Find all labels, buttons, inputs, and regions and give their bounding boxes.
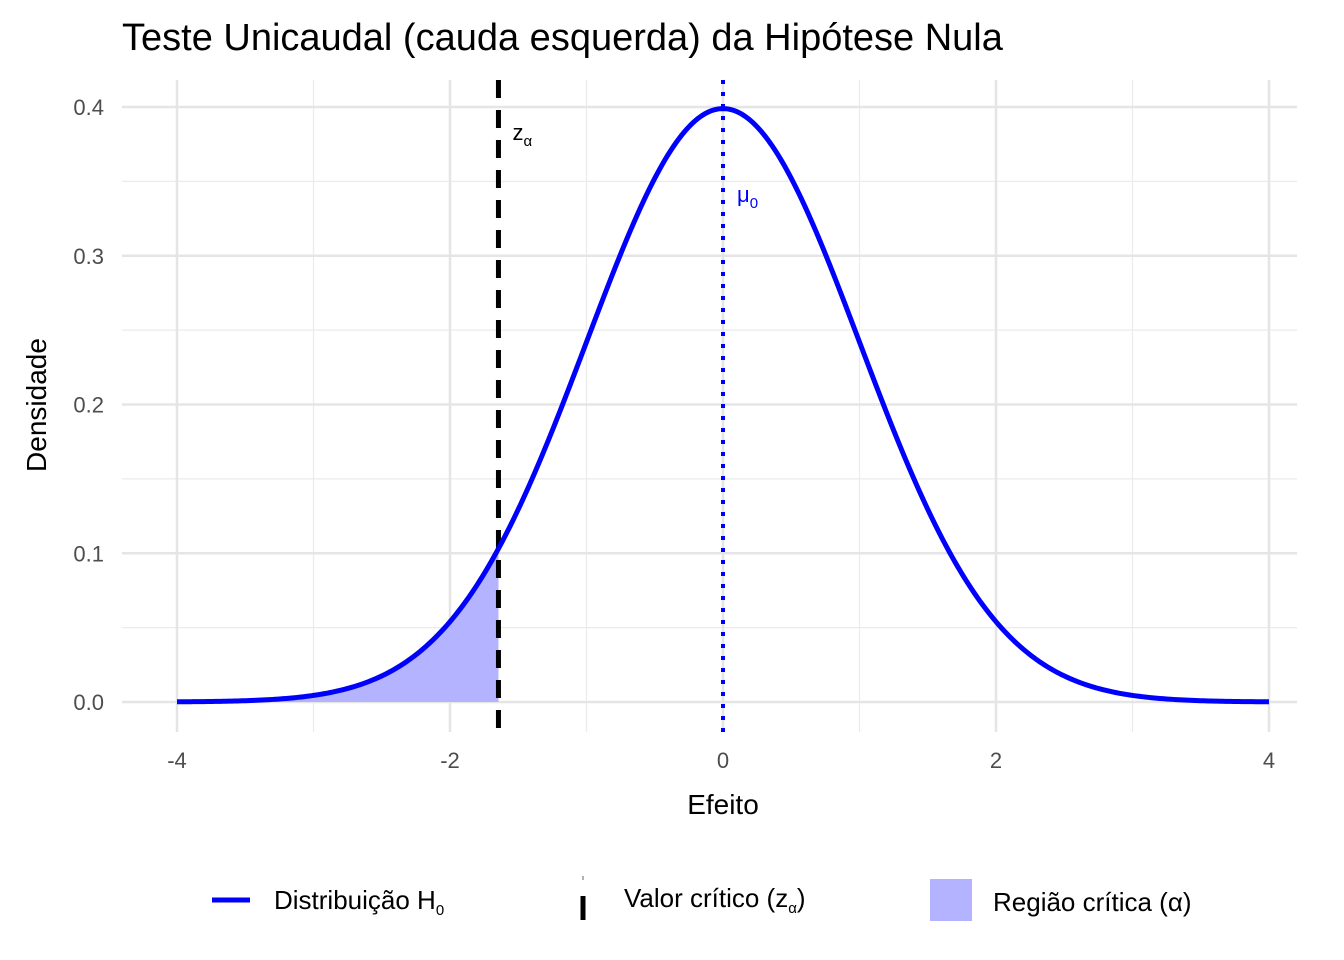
density-curve-h0 [176,106,1270,705]
y-axis-label: Densidade [21,338,52,472]
legend-label-critical-region: Região crítica (α) [993,887,1192,917]
legend: Distribuição H0 Valor crítico (zα) Região … [212,876,1192,921]
critical-region [177,548,499,702]
y-axis-ticks: 0.0 0.1 0.2 0.3 0.4 [73,95,104,715]
critical-region-layer [177,548,499,702]
x-tick-label: -2 [440,748,460,773]
mu0-label: μ0 [737,182,758,212]
y-tick-label: 0.1 [73,541,104,566]
y-tick-label: 0.2 [73,393,104,418]
x-tick-label: 0 [717,748,729,773]
x-axis-ticks: -4 -2 0 2 4 [167,748,1275,773]
x-tick-label: -4 [167,748,187,773]
y-tick-label: 0.0 [73,690,104,715]
legend-key-critical-region [930,879,972,921]
legend-label-distribution: Distribuição H0 [274,885,444,919]
density-curve-layer [176,106,1270,705]
chart-title: Teste Unicaudal (cauda esquerda) da Hipó… [122,17,1004,59]
x-tick-label: 2 [990,748,1002,773]
reference-lines [495,80,725,732]
x-tick-label: 4 [1263,748,1275,773]
y-tick-label: 0.4 [73,95,104,120]
y-tick-label: 0.3 [73,244,104,269]
x-axis-label: Efeito [687,789,759,820]
grid [122,80,1297,732]
z-alpha-label: zα [512,120,532,150]
legend-label-critical-value: Valor crítico (zα) [624,883,806,917]
